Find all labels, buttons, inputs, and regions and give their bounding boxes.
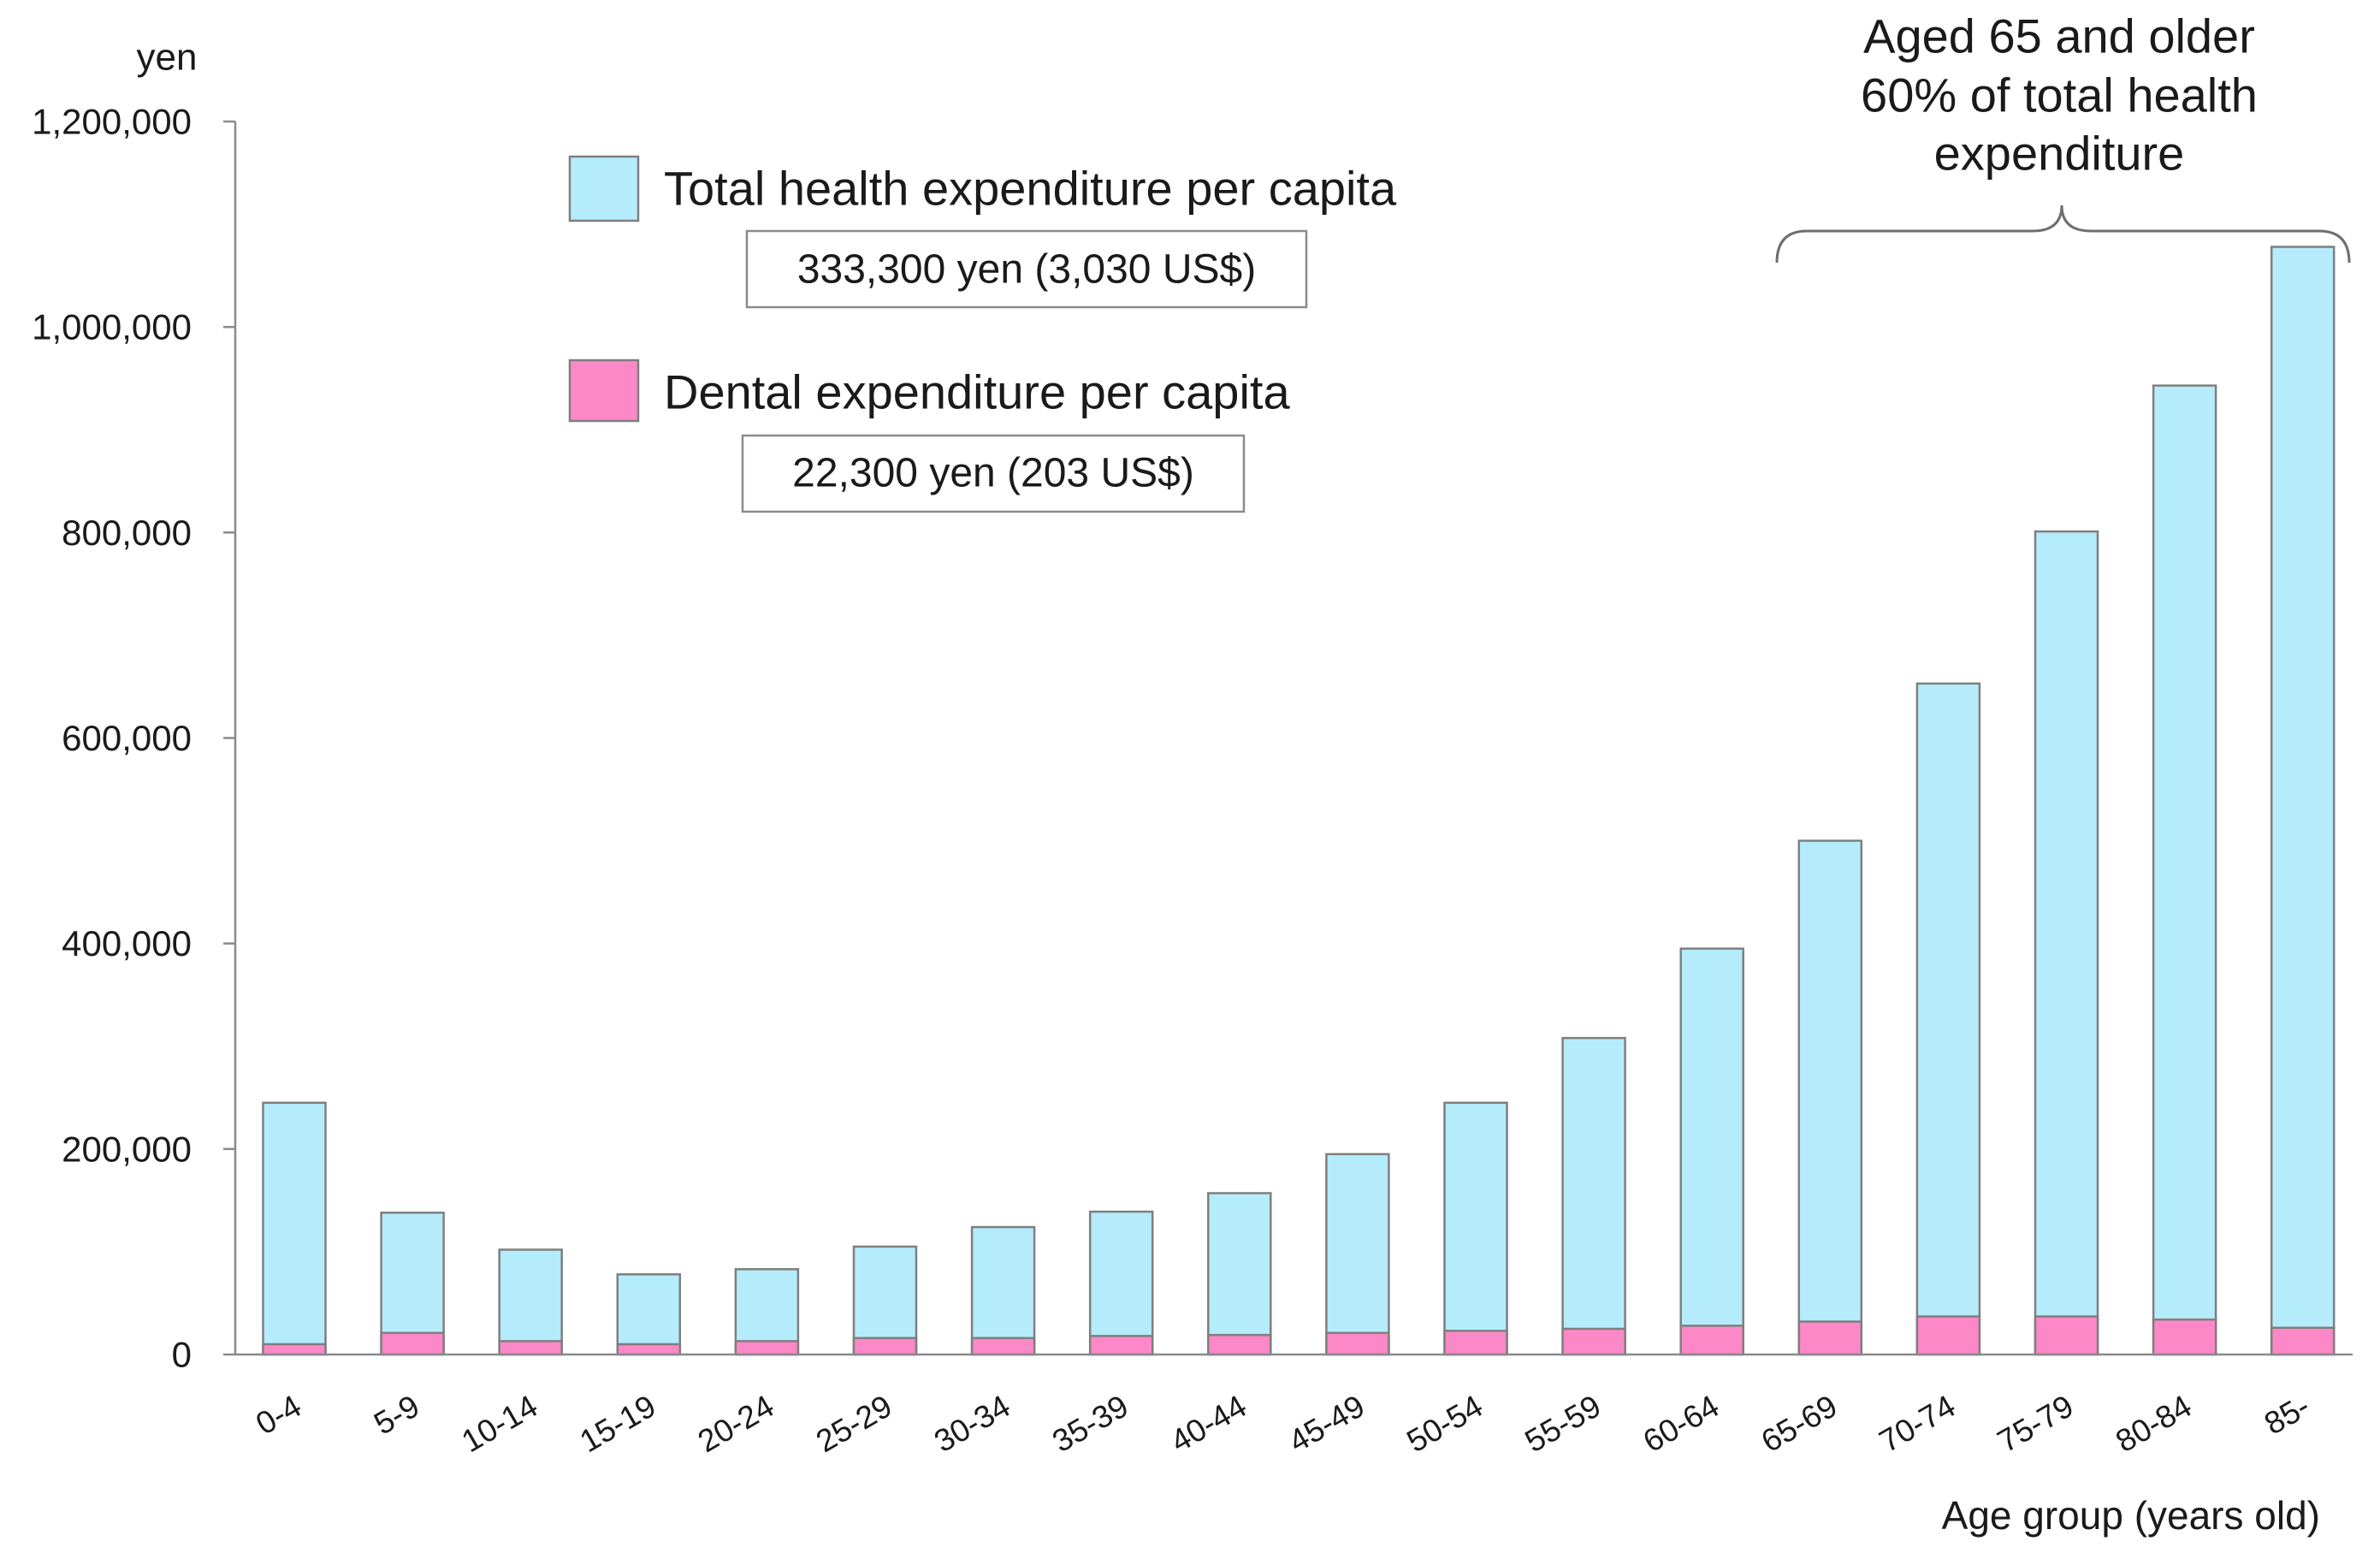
bar-total-15-19	[616, 1273, 682, 1356]
bar-group-75-79	[2034, 530, 2099, 1356]
bar-group-45-49	[1325, 1153, 1390, 1356]
annotation-line-3: expenditure	[1934, 127, 2185, 181]
bar-dental-5-9	[380, 1331, 445, 1356]
bar-group-30-34	[970, 1225, 1036, 1356]
y-axis-unit-label: yen	[137, 37, 198, 79]
x-tick-label: 80-84	[2110, 1388, 2197, 1459]
bar-total-85-	[2270, 246, 2336, 1356]
bar-group-60-64	[1679, 947, 1744, 1356]
bar-total-65-69	[1797, 839, 1863, 1356]
bar-dental-25-29	[852, 1337, 918, 1356]
bar-total-80-84	[2152, 384, 2217, 1356]
bar-dental-0-4	[262, 1343, 327, 1356]
bar-dental-10-14	[498, 1340, 563, 1356]
x-tick-label: 20-24	[692, 1388, 779, 1459]
x-tick-label: 70-74	[1874, 1388, 1961, 1459]
bar-dental-15-19	[616, 1343, 682, 1356]
bar-total-70-74	[1915, 682, 1981, 1356]
bar-group-50-54	[1443, 1101, 1508, 1356]
bars	[262, 246, 2336, 1356]
bar-dental-45-49	[1325, 1331, 1390, 1356]
age-65-plus-annotation: Aged 65 and older 60% of total health ex…	[1775, 9, 2351, 264]
x-tick-label: 0-4	[250, 1388, 307, 1441]
x-tick-label: 60-64	[1637, 1388, 1725, 1459]
bar-total-25-29	[852, 1245, 918, 1356]
bar-group-15-19	[616, 1273, 682, 1356]
bar-total-75-79	[2034, 530, 2099, 1356]
bar-group-20-24	[734, 1268, 800, 1356]
x-tick-label: 30-34	[928, 1388, 1015, 1459]
bar-group-65-69	[1797, 839, 1863, 1356]
summary-box-total	[745, 229, 1308, 309]
bar-dental-75-79	[2034, 1315, 2099, 1356]
bar-dental-20-24	[734, 1340, 800, 1356]
bar-total-30-34	[970, 1225, 1036, 1356]
bar-dental-60-64	[1679, 1325, 1744, 1356]
bar-total-10-14	[498, 1248, 563, 1356]
x-tick-label: 50-54	[1401, 1388, 1489, 1459]
x-tick-label: 85-	[2259, 1388, 2316, 1441]
bar-total-50-54	[1443, 1101, 1508, 1356]
bar-group-70-74	[1915, 682, 1981, 1356]
x-tick-label: 75-79	[1992, 1388, 2079, 1459]
legend-label-dental: Dental expenditure per capita	[664, 365, 1290, 419]
x-tick-label: 15-19	[574, 1388, 661, 1459]
bar-dental-30-34	[970, 1337, 1036, 1356]
bar-dental-80-84	[2152, 1318, 2217, 1356]
bar-dental-65-69	[1797, 1320, 1863, 1356]
legend-dental: Dental expenditure per capita 22,300 yen…	[568, 359, 1290, 513]
bar-dental-40-44	[1207, 1333, 1272, 1356]
bar-total-55-59	[1561, 1036, 1626, 1356]
x-axis-title: Age group (years old)	[1942, 1493, 2320, 1538]
bar-dental-70-74	[1915, 1315, 1981, 1356]
x-tick-label: 65-69	[1755, 1388, 1843, 1459]
summary-box-dental	[741, 434, 1246, 513]
bar-total-45-49	[1325, 1153, 1390, 1356]
x-tick-label: 35-39	[1046, 1388, 1134, 1459]
bar-dental-85-	[2270, 1326, 2336, 1356]
annotation-line-2: 60% of total health	[1861, 68, 2258, 122]
bar-group-0-4	[262, 1101, 327, 1356]
bar-dental-55-59	[1561, 1327, 1626, 1356]
y-tick-label: 600,000	[62, 718, 192, 758]
bar-total-0-4	[262, 1101, 327, 1356]
x-tick-label: 40-44	[1164, 1388, 1252, 1459]
x-axis-tick-labels: 0-4 5-9 10-14 15-19 20-24 25-29 30-34 35-39 40-4…	[250, 1388, 2316, 1459]
annotation-line-1: Aged 65 and older	[1863, 9, 2255, 63]
legend-swatch-dental	[568, 359, 640, 423]
bar-group-25-29	[852, 1245, 918, 1356]
bar-group-35-39	[1088, 1210, 1154, 1356]
summary-text-total: 333,300 yen (3,030 US$)	[797, 247, 1256, 293]
y-tick-label: 400,000	[62, 923, 192, 963]
bar-group-80-84	[2152, 384, 2217, 1356]
age-65-plus-brace	[1775, 204, 2351, 264]
legend-label-total: Total health expenditure per capita	[664, 162, 1397, 216]
bar-total-60-64	[1679, 947, 1744, 1356]
bar-group-40-44	[1207, 1192, 1272, 1356]
bar-group-55-59	[1561, 1036, 1626, 1356]
y-tick-label: 1,000,000	[32, 307, 192, 347]
x-tick-label: 55-59	[1519, 1388, 1607, 1459]
bar-total-5-9	[380, 1212, 445, 1356]
x-tick-label: 10-14	[456, 1388, 543, 1459]
bar-dental-35-39	[1088, 1335, 1154, 1356]
x-tick-label: 25-29	[810, 1388, 897, 1459]
y-axis-ticks: 0 200,000 400,000 600,000 800,000 1,000,000 1,…	[32, 102, 235, 1375]
bar-total-35-39	[1088, 1210, 1154, 1356]
y-tick-label: 0	[172, 1335, 192, 1375]
bar-dental-50-54	[1443, 1330, 1508, 1356]
bar-group-5-9	[380, 1212, 445, 1356]
legend-total: Total health expenditure per capita 333,…	[568, 155, 1397, 309]
legend-swatch-total	[568, 155, 640, 222]
y-tick-label: 200,000	[62, 1129, 192, 1169]
bar-total-40-44	[1207, 1192, 1272, 1356]
y-tick-label: 800,000	[62, 513, 192, 553]
bar-group-85-	[2270, 246, 2336, 1356]
x-tick-label: 5-9	[368, 1388, 425, 1441]
y-tick-label: 1,200,000	[32, 102, 192, 142]
bar-group-10-14	[498, 1248, 563, 1356]
summary-text-dental: 22,300 yen (203 US$)	[792, 451, 1194, 496]
x-tick-label: 45-49	[1282, 1388, 1370, 1459]
